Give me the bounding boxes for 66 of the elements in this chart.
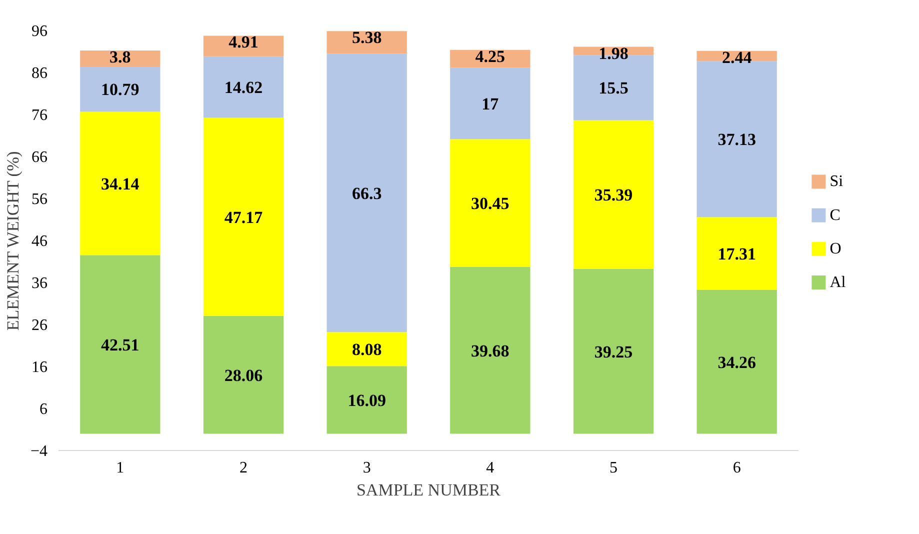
data-label: 66.3 [352,184,382,203]
data-label: 16.09 [348,390,386,410]
data-label: 4.25 [475,46,506,66]
data-label: 15.5 [598,78,628,98]
data-label: 28.06 [224,366,263,385]
data-label: 8.08 [352,340,382,360]
bar [80,66,160,112]
x-tick-label: 1 [116,460,124,476]
bar [696,217,777,290]
data-label: 17.31 [718,244,756,264]
data-label: 4.91 [228,32,258,52]
x-axis-title: SAMPLE NUMBER [356,480,502,500]
bar [450,68,530,140]
data-label: 39.25 [594,342,633,362]
data-label: 34.14 [101,174,140,194]
legend-label: C [830,206,840,224]
bar [203,118,284,316]
data-label: 37.13 [718,130,756,150]
x-tick-label: 3 [362,460,371,476]
data-label: 1.98 [598,44,628,63]
y-axis-title: ELEMENT WEIGHT (%) [3,151,22,331]
data-label: 42.51 [101,335,140,354]
y-tick-label: 6 [40,401,48,418]
y-tick-label: 76 [32,107,48,124]
data-label: 47.17 [224,208,264,227]
data-label: 14.62 [224,78,263,98]
bar [326,54,407,332]
y-tick-label: 86 [32,65,48,82]
x-tick-label: 5 [610,460,618,476]
bar [203,56,284,118]
y-tick-label: 46 [32,233,48,250]
bar [450,267,530,434]
data-label: 5.38 [352,28,382,48]
data-label: 35.39 [594,186,633,205]
x-tick-label: 4 [486,460,494,476]
bar [80,50,160,66]
bar [203,36,284,56]
data-label: 2.44 [722,48,752,67]
bar [80,255,160,434]
legend-label: Al [830,274,846,291]
bar [573,268,654,434]
bar [80,112,160,256]
y-tick-label: −4 [30,443,48,460]
y-tick-label: 96 [32,23,48,40]
data-label: 17 [482,94,500,114]
y-tick-label: 56 [32,191,48,208]
legend-label: O [830,240,842,258]
legend-label: Si [830,173,844,190]
y-tick-label: 66 [32,149,48,166]
data-label: 3.8 [110,47,131,66]
bar [573,120,654,269]
bar [326,332,407,366]
y-tick-label: 36 [32,275,48,292]
data-label: 10.79 [101,80,140,100]
bar [450,139,530,268]
data-label: 34.26 [718,352,756,372]
bar [203,316,284,434]
x-tick-label: 6 [732,460,741,476]
bar [696,290,777,434]
bar [450,50,530,68]
data-label: 30.45 [471,194,510,214]
y-tick-label: 16 [32,359,48,376]
bar [326,366,407,434]
data-label: 39.68 [471,341,510,360]
y-tick-label: 26 [32,317,48,334]
x-tick-label: 2 [240,460,248,476]
